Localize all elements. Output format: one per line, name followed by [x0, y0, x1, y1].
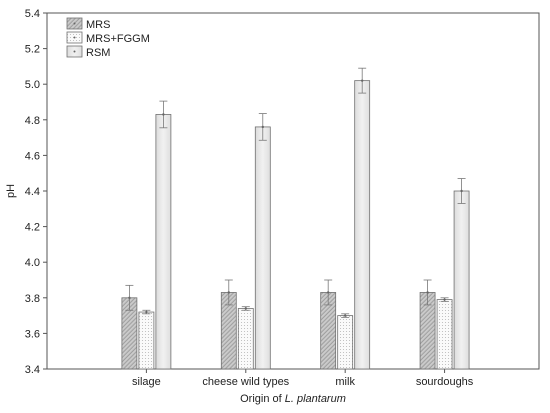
mean-marker — [426, 291, 429, 294]
x-axis-title-species: L. plantarum — [285, 393, 346, 405]
legend-label: MRS+FGGM — [86, 33, 150, 45]
bar-mrs-fggm — [436, 299, 453, 370]
mean-marker — [128, 296, 131, 299]
mean-marker — [145, 310, 148, 314]
bar-rsm — [155, 114, 172, 370]
bar-rsm — [254, 126, 271, 370]
bar-mrs-fggm — [138, 311, 155, 370]
x-tick-label: silage — [132, 376, 161, 388]
x-axis-title-prefix: Origin of — [240, 393, 285, 405]
bar-rsm — [354, 80, 371, 370]
y-tick-label: 3.4 — [25, 364, 40, 376]
mean-marker — [443, 298, 446, 301]
y-tick-label: 4.6 — [25, 150, 40, 162]
bar-mrs-fggm — [337, 315, 354, 370]
y-tick-label: 3.6 — [25, 328, 40, 340]
mean-marker — [360, 79, 364, 82]
mean-marker — [343, 314, 347, 317]
mean-marker — [460, 189, 463, 193]
x-tick-label: sourdoughs — [416, 376, 474, 388]
y-tick-label: 5.4 — [25, 8, 40, 20]
y-tick-label: 5.2 — [25, 44, 40, 56]
mean-marker — [162, 113, 165, 116]
mean-marker — [326, 291, 330, 294]
y-tick-label: 4.8 — [25, 115, 40, 127]
bar-mrs-fggm — [237, 308, 254, 370]
mean-marker — [227, 291, 230, 294]
legend-label: MRS — [86, 19, 110, 31]
legend-marker — [73, 50, 76, 53]
x-axis-title: Origin of L. plantarum — [240, 393, 346, 405]
legend: MRS MRS+FGGM RSM — [66, 17, 150, 59]
x-tick-label: milk — [335, 376, 355, 388]
x-tick-label: cheese wild types — [202, 376, 289, 388]
y-tick-label: 4.0 — [25, 257, 40, 269]
bar-rsm — [453, 190, 470, 370]
mean-marker — [261, 125, 264, 129]
y-tick-label: 4.4 — [25, 186, 40, 198]
y-tick-label: 3.8 — [25, 293, 40, 305]
legend-marker — [73, 36, 76, 39]
y-tick-label: 4.2 — [25, 222, 40, 234]
mean-marker — [244, 307, 247, 310]
x-axis: silage cheese wild types milk sourdoughs — [132, 369, 474, 388]
legend-marker — [73, 22, 76, 25]
y-tick-label: 5.0 — [25, 79, 40, 91]
bars — [121, 67, 470, 370]
y-axis-title: pH — [5, 184, 17, 198]
y-axis: 3.4 3.6 3.8 4.0 4.2 4.4 4.6 4.8 5.0 5.2 5.4 — [25, 8, 47, 376]
legend-label: RSM — [86, 47, 110, 59]
